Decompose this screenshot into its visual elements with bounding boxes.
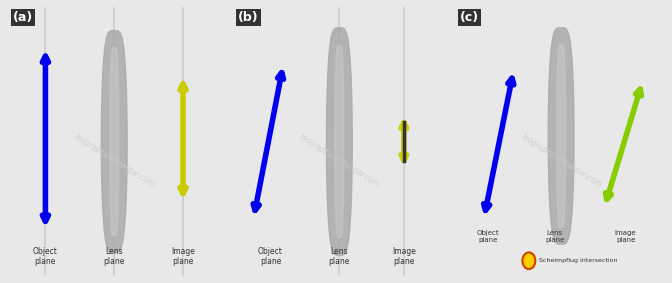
Text: Lens
plane: Lens plane xyxy=(103,247,125,266)
Text: biography.impergar.com: biography.impergar.com xyxy=(73,132,156,189)
Polygon shape xyxy=(327,28,352,255)
Text: Object
plane: Object plane xyxy=(476,230,499,243)
Text: biography.impergar.com: biography.impergar.com xyxy=(519,132,603,189)
Text: (c): (c) xyxy=(460,11,479,24)
Text: Object
plane: Object plane xyxy=(258,247,283,266)
Text: Image
plane: Image plane xyxy=(615,230,636,243)
Polygon shape xyxy=(110,47,119,236)
Text: biography.impergar.com: biography.impergar.com xyxy=(298,132,381,189)
Text: Scheimpflug intersection: Scheimpflug intersection xyxy=(538,258,617,263)
Text: (b): (b) xyxy=(239,11,259,24)
Text: Object
plane: Object plane xyxy=(33,247,58,266)
Polygon shape xyxy=(556,44,566,228)
Polygon shape xyxy=(335,45,344,238)
Text: Image
plane: Image plane xyxy=(171,247,195,266)
Text: Lens
plane: Lens plane xyxy=(545,230,564,243)
Text: Image
plane: Image plane xyxy=(392,247,416,266)
Circle shape xyxy=(522,252,536,269)
Polygon shape xyxy=(101,31,127,252)
Text: Lens
plane: Lens plane xyxy=(329,247,350,266)
Text: (a): (a) xyxy=(13,11,34,24)
Polygon shape xyxy=(548,28,574,244)
